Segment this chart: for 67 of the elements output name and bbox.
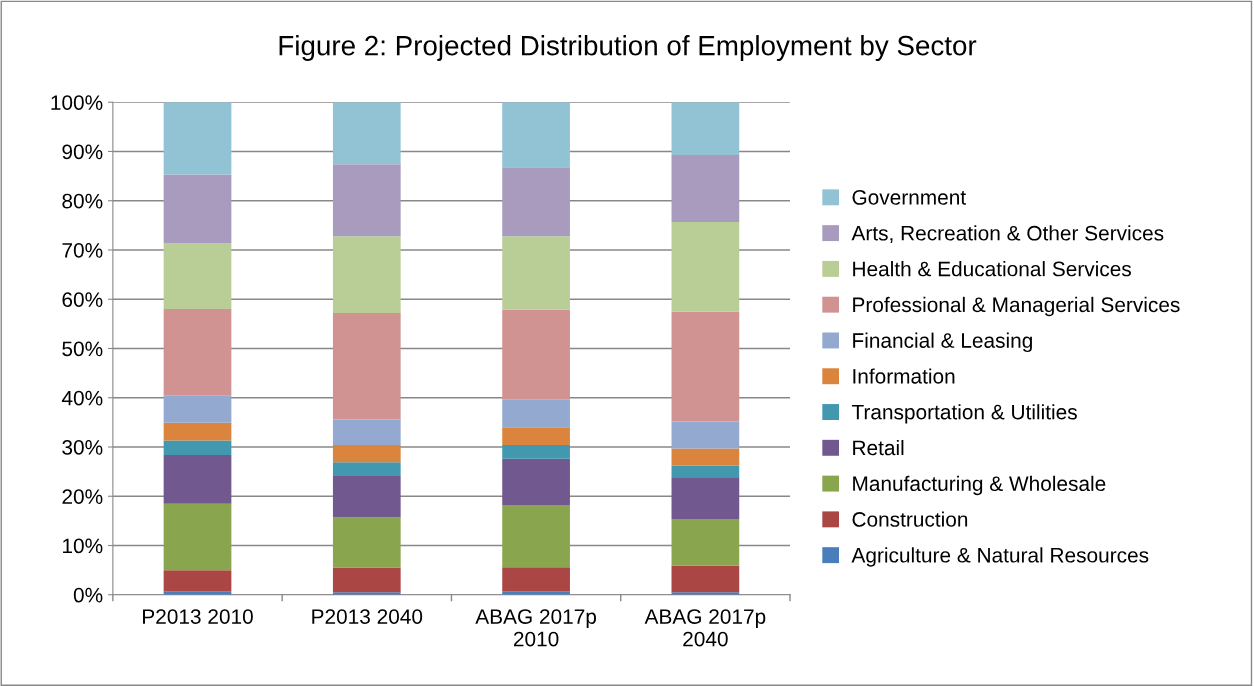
bar xyxy=(502,167,570,237)
bar xyxy=(332,445,401,463)
bar xyxy=(502,445,570,459)
bar xyxy=(332,313,401,420)
legend-label: Manufacturing & Wholesale xyxy=(853,475,1106,496)
bar xyxy=(502,458,570,506)
bar xyxy=(163,174,232,244)
bar xyxy=(671,311,740,422)
bar xyxy=(502,427,570,446)
bar xyxy=(332,102,401,165)
bar xyxy=(502,236,570,310)
legend-label: Government xyxy=(852,190,966,205)
y-tick-label: 90% xyxy=(62,144,103,160)
bar xyxy=(671,102,740,155)
bar xyxy=(671,465,740,479)
y-tick-label: 70% xyxy=(62,242,103,258)
bar xyxy=(502,399,570,428)
legend-label: Transportation & Utilities xyxy=(851,404,1077,424)
bar xyxy=(332,476,401,518)
y-tick-label: 0% xyxy=(73,587,103,603)
bar xyxy=(163,309,232,396)
legend-label: Agriculture & Natural Resources xyxy=(851,547,1149,567)
x-tick-label: ABAG 2017p 2010 xyxy=(475,609,597,647)
y-tick-label: 10% xyxy=(63,538,103,554)
legend-label: Financial & Leasing xyxy=(853,332,1032,353)
bar xyxy=(671,221,740,312)
bar xyxy=(163,570,232,592)
bar xyxy=(332,462,401,477)
y-tick-label: 20% xyxy=(62,489,103,505)
x-tick-label: ABAG 2017p 2040 xyxy=(644,609,766,647)
legend-label: Health & Educational Services xyxy=(853,261,1131,277)
legend-label: Retail xyxy=(853,439,904,456)
y-tick-label: 80% xyxy=(62,193,103,209)
bar xyxy=(163,422,232,441)
bar xyxy=(671,448,740,466)
chart-title: Figure 2: Projected Distribution of Employment by Sector xyxy=(279,35,977,61)
legend-label: Professional & Managerial Services xyxy=(853,296,1180,317)
bar xyxy=(163,243,232,310)
bar xyxy=(163,395,232,423)
bar xyxy=(163,454,232,504)
bar xyxy=(163,102,232,175)
bar xyxy=(671,421,740,449)
bar xyxy=(502,505,570,568)
legend-label: Arts, Recreation & Other Services xyxy=(851,225,1164,244)
bar xyxy=(502,102,570,168)
bar xyxy=(163,503,232,571)
bar xyxy=(502,567,570,592)
bar xyxy=(502,309,570,400)
y-tick-label: 40% xyxy=(61,390,103,406)
bar xyxy=(332,164,401,237)
bar xyxy=(163,440,232,455)
y-tick-label: 60% xyxy=(62,292,103,307)
y-tick-label: 50% xyxy=(62,341,103,357)
x-tick-label: P2013 2040 xyxy=(312,609,423,624)
bar xyxy=(332,567,401,593)
bar xyxy=(671,478,740,519)
legend-label: Construction xyxy=(852,511,968,527)
x-tick-label: P2013 2010 xyxy=(143,609,253,624)
legend-label: Information xyxy=(853,368,955,384)
bar xyxy=(671,565,740,593)
bar xyxy=(332,419,401,446)
y-tick-label: 30% xyxy=(62,440,103,455)
bar xyxy=(671,518,740,566)
bar xyxy=(332,517,401,568)
bar xyxy=(332,236,401,314)
y-tick-label: 100% xyxy=(51,95,103,110)
bar xyxy=(671,154,740,222)
